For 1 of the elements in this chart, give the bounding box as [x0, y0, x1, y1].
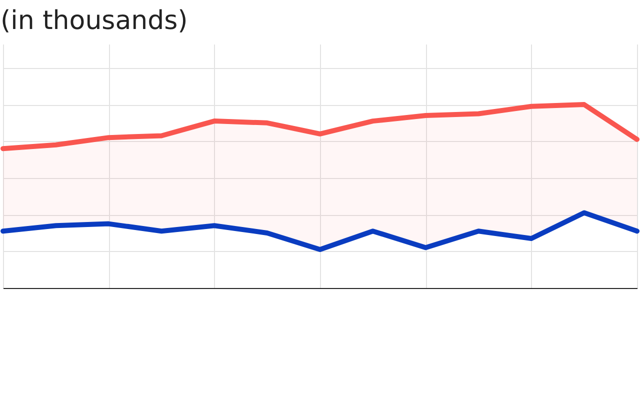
chart-title: (in thousands): [0, 6, 188, 36]
